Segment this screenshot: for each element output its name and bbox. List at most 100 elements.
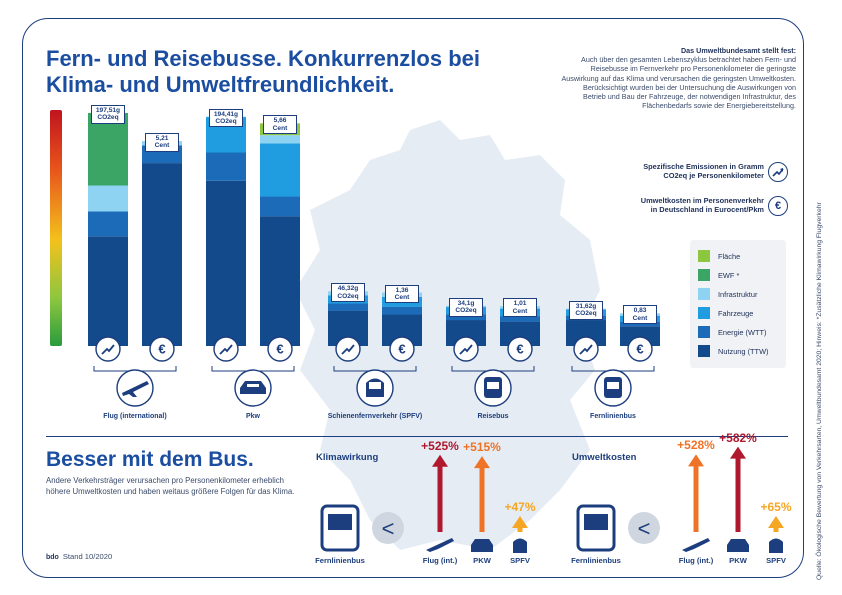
costs-value-text: 1,36	[395, 286, 409, 294]
kosten-pct-pkw: +582%	[719, 430, 757, 445]
car-icon	[240, 381, 266, 394]
comparison-arrows: < <	[320, 446, 784, 553]
window-shape	[247, 384, 259, 387]
emissions-value-label: 34,1g CO2eq	[449, 297, 483, 317]
costs-value-label: 1,01 Cent	[503, 298, 537, 318]
klima-bus-window	[328, 514, 352, 530]
klima-pct-flug-int: +525%	[421, 438, 459, 453]
klima-arrow-head-spfv	[512, 516, 528, 528]
klima-plane-icon	[426, 538, 454, 552]
legend-item-nutzung-ttw: Nutzung (TTW)	[698, 345, 769, 357]
euro-icon	[627, 336, 653, 362]
klima-less-than-badge	[372, 512, 404, 544]
main-stacked-bar-chart: € € € € €	[88, 112, 660, 407]
costs-bar-segment-energie-wtt	[382, 306, 422, 315]
costs-value-text: 5,66	[273, 117, 287, 125]
costs-bar-segment-fahrzeuge	[260, 143, 300, 197]
klima-pct-spfv: +47%	[504, 500, 536, 514]
legend-label: Fahrzeuge	[718, 308, 754, 318]
klima-bus-icon	[320, 504, 360, 552]
source-note: Quelle: Ökologische Bewertung von Verkeh…	[816, 202, 823, 580]
kosten-base-label: Fernlinienbus	[571, 556, 621, 565]
kosten-arrow-head-pkw	[730, 446, 746, 459]
key-emissions: Spezifische Emissionen in Gramm CO2eq je…	[560, 162, 764, 180]
emissions-unit-text: CO2eq	[455, 307, 477, 315]
emissions-bar-segment-energie-wtt	[446, 314, 486, 321]
euro-glyph: €	[158, 342, 165, 357]
klima-base-label: Fernlinienbus	[315, 556, 365, 565]
klima-arrow-shaft-flug-int	[437, 464, 443, 532]
klima-car-icon	[471, 539, 493, 552]
key-emissions-line2: CO2eq je Personenkilometer	[663, 171, 764, 181]
emissions-bar-segment-energie-wtt	[328, 303, 368, 311]
key-emissions-line1: Spezifische Emissionen in Gramm	[643, 162, 764, 171]
costs-unit-text: Cent	[394, 293, 410, 301]
costs-bar-segment-energie-wtt	[500, 316, 540, 322]
legend-swatch	[698, 326, 710, 338]
emissions-bar-segment-nutzung-ttw	[88, 236, 128, 346]
emissions-value-text: 197,51g	[95, 106, 121, 114]
klima-label-flug-int: Flug (int.)	[422, 556, 458, 565]
legend-label: Infrastruktur	[718, 289, 758, 299]
legend-label: Nutzung (TTW)	[718, 346, 769, 356]
costs-bar-segment-energie-wtt	[260, 196, 300, 217]
bottom-text: Andere Verkehrsträger verursachen pro Pe…	[46, 476, 295, 496]
trend-arrow-line	[459, 344, 473, 355]
category-label-schienenfernverkehr-spfv: Schienenfernverkehr (SPFV)	[327, 413, 423, 420]
euro-icon	[507, 336, 533, 362]
kosten-bus-window	[584, 514, 608, 530]
category-label-pkw: Pkw	[245, 413, 260, 420]
window-shape	[487, 382, 499, 389]
stand-text: Stand 10/2020	[62, 552, 113, 561]
kosten-arrow-shaft-spfv	[773, 526, 779, 532]
emissions-value-text: 194,41g	[213, 110, 239, 118]
page-frame	[22, 18, 804, 578]
trend-arrow-line	[101, 344, 115, 355]
window-shape	[369, 382, 381, 389]
euro-icon: €	[768, 196, 788, 216]
emissions-value-label: 197,51g CO2eq	[91, 104, 125, 124]
window-shape	[607, 382, 619, 389]
emissions-bar-segment-energie-wtt	[206, 152, 246, 181]
klima-label-spfv: SPFV	[510, 556, 530, 565]
kosten-less-than-symbol: <	[638, 516, 651, 541]
kosten-arrow-shaft-flug-int	[693, 464, 699, 532]
klima-train-icon	[513, 538, 527, 553]
kosten-arrow-head-flug-int	[688, 454, 704, 467]
emissions-unit-text: CO2eq	[215, 118, 237, 125]
costs-bar-segment-nutzung-ttw	[142, 163, 182, 346]
legend-item-fahrzeuge: Fahrzeuge	[698, 307, 753, 319]
costs-value-text: 5,21	[155, 135, 169, 143]
key-costs: Umweltkosten im Personenverkehr in Deuts…	[560, 196, 764, 214]
emissions-bar-segment-nutzung-ttw	[206, 180, 246, 346]
emissions-bar-segment-ewf	[88, 112, 128, 186]
kosten-label-flug-int: Flug (int.)	[678, 556, 714, 565]
emissions-unit-text: CO2eq	[97, 114, 119, 122]
legend-swatch	[698, 288, 710, 300]
bottom-heading: Besser mit dem Bus.	[46, 448, 254, 471]
costs-value-label: 0,83 Cent	[623, 305, 657, 325]
legend-swatch	[698, 269, 710, 281]
key-costs-line1: Umweltkosten im Personenverkehr	[640, 196, 764, 205]
legend-swatch	[698, 250, 710, 262]
trend-arrow-line	[579, 344, 593, 355]
klima-arrow-head-flug-int	[432, 454, 448, 467]
euro-icon	[267, 336, 293, 362]
emissions-unit-text: CO2eq	[575, 310, 597, 318]
emissions-value-text: 31,62g	[575, 302, 597, 310]
emissions-value-label: 194,41g CO2eq	[209, 108, 243, 128]
chart-legend: Fläche EWF * Infrastruktur Fahrzeuge Energie…	[690, 240, 786, 368]
emissions-value-text: 46,32g	[337, 285, 359, 293]
costs-value-label: 1,36 Cent	[385, 284, 419, 304]
euro-icon	[389, 336, 415, 362]
costs-unit-text: Cent	[632, 314, 648, 322]
legend-item-infrastruktur: Infrastruktur	[698, 288, 757, 300]
kosten-plane-icon	[682, 538, 710, 552]
legend-item-fl-che: Fläche	[698, 250, 740, 262]
euro-glyph: €	[398, 342, 405, 357]
legend-swatch	[698, 307, 710, 319]
legend-label: Energie (WTT)	[718, 327, 767, 337]
legend-item-ewf: EWF *	[698, 269, 739, 281]
legend-label: EWF *	[718, 270, 740, 280]
costs-bar-segment-infrastruktur	[260, 135, 300, 144]
